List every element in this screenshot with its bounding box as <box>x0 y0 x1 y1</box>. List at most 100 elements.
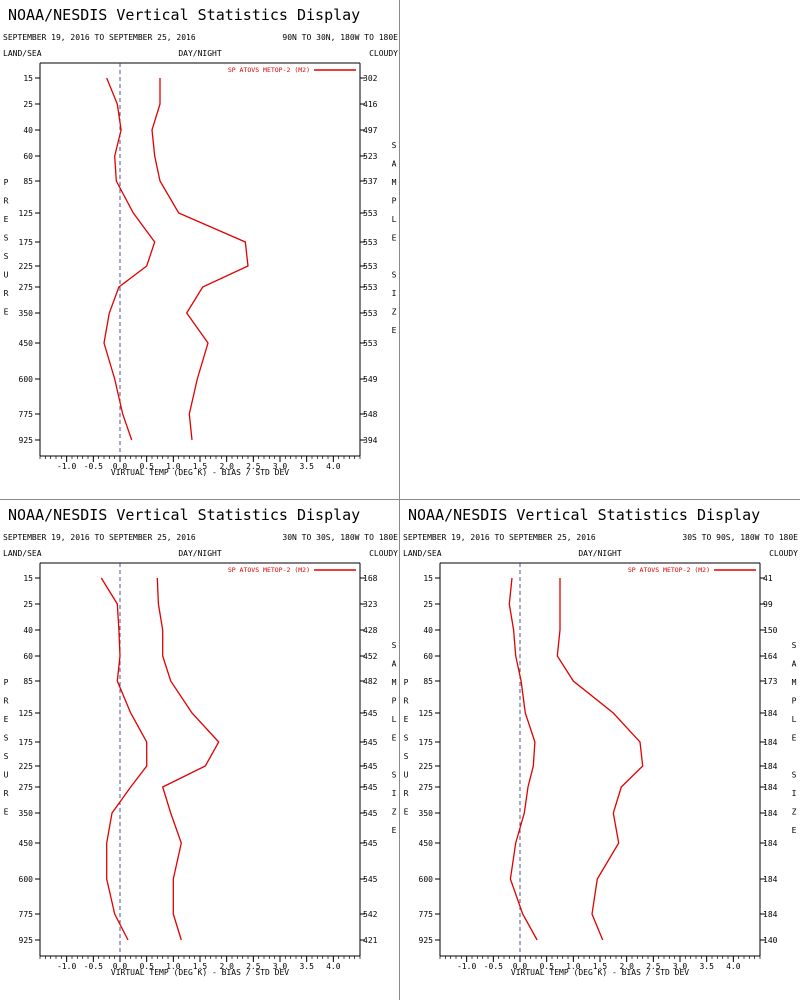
right-axis-label-letter: E <box>392 234 397 243</box>
right-axis-label-letter: P <box>392 197 397 206</box>
sample-size-label: 173 <box>763 677 778 686</box>
right-axis-label-letter: P <box>392 697 397 706</box>
vertical-divider <box>399 0 400 1000</box>
right-axis-label-letter: Z <box>392 808 397 817</box>
x-tick-label: 0.5 <box>539 962 554 971</box>
sample-size-label: 482 <box>363 677 378 686</box>
right-axis-label-letter: Z <box>392 308 397 317</box>
std-dev-line <box>156 577 220 941</box>
sample-size-label: 150 <box>763 626 778 635</box>
sample-size-label: 497 <box>363 126 378 135</box>
pressure-tick-label: 40 <box>23 126 33 135</box>
sample-size-label: 164 <box>763 652 778 661</box>
pressure-tick-label: 350 <box>19 309 34 318</box>
right-axis-label-letter: L <box>792 715 797 724</box>
right-axis-label-letter: M <box>792 678 797 687</box>
chart-svg: NOAA/NESDIS Vertical Statistics Display S… <box>3 6 398 477</box>
pressure-tick-label: 175 <box>19 738 34 747</box>
pressure-tick-label: 40 <box>23 626 33 635</box>
sample-size-label: 545 <box>363 762 378 771</box>
x-tick-label: 0.0 <box>113 462 128 471</box>
pressure-tick-label: 85 <box>23 177 33 186</box>
y-axis-label-letter: S <box>4 752 9 761</box>
pressure-tick-label: 25 <box>23 100 33 109</box>
pressure-tick-label: 125 <box>19 709 34 718</box>
x-tick-label: 3.0 <box>273 462 288 471</box>
y-axis-label-letter: R <box>404 789 409 798</box>
sample-size-label: 421 <box>363 936 378 945</box>
pressure-tick-label: 175 <box>19 238 34 247</box>
sample-size-label: 553 <box>363 339 378 348</box>
chart-title: NOAA/NESDIS Vertical Statistics Display <box>8 6 360 24</box>
sample-size-label: 545 <box>363 875 378 884</box>
pressure-tick-label: 600 <box>19 375 34 384</box>
pressure-tick-label: 225 <box>19 762 34 771</box>
chart-svg: NOAA/NESDIS Vertical Statistics Display S… <box>3 506 398 977</box>
right-axis-label-letter: L <box>392 715 397 724</box>
pressure-tick-label: 85 <box>23 677 33 686</box>
pressure-tick-label: 600 <box>419 875 434 884</box>
x-tick-label: 1.0 <box>166 962 181 971</box>
y-axis-label-letter: U <box>4 771 9 780</box>
x-tick-label: 1.0 <box>566 962 581 971</box>
sample-size-label: 168 <box>363 574 378 583</box>
pressure-tick-label: 15 <box>23 574 33 583</box>
legend-label: SP ATOVS METOP-2 (M2) <box>628 566 710 574</box>
pressure-tick-label: 225 <box>19 262 34 271</box>
std-dev-line <box>556 578 644 941</box>
x-tick-label: 0.0 <box>513 962 528 971</box>
std-dev-line <box>151 78 249 441</box>
cloudy-label: CLOUDY <box>769 549 798 558</box>
x-axis-label: VIRTUAL TEMP (DEG K) - BIAS / STD DEV <box>111 468 289 477</box>
y-axis-label-letter: E <box>404 715 409 724</box>
right-axis-label-letter: I <box>792 789 797 798</box>
pressure-tick-label: 60 <box>423 652 433 661</box>
sample-size-label: 452 <box>363 652 378 661</box>
horizontal-divider <box>0 499 800 500</box>
right-axis-label-letter: A <box>392 160 397 169</box>
right-axis-label-letter: P <box>792 697 797 706</box>
panel-tropics: NOAA/NESDIS Vertical Statistics Display S… <box>0 500 400 1000</box>
bias-line <box>508 577 538 941</box>
right-axis-label-letter: S <box>392 771 397 780</box>
sample-size-label: 323 <box>363 600 378 609</box>
y-axis-label-letter: S <box>404 734 409 743</box>
date-range: SEPTEMBER 19, 2016 TO SEPTEMBER 25, 2016 <box>3 533 196 542</box>
x-tick-label: 3.5 <box>299 462 314 471</box>
sample-size-label: 394 <box>363 436 378 445</box>
right-axis-label-letter: E <box>792 734 797 743</box>
chart-title: NOAA/NESDIS Vertical Statistics Display <box>8 506 360 524</box>
y-axis-label-letter: E <box>404 808 409 817</box>
y-axis-label-letter: U <box>4 271 9 280</box>
sample-size-label: 537 <box>363 177 378 186</box>
pressure-tick-label: 450 <box>19 839 34 848</box>
x-tick-label: 2.0 <box>219 462 234 471</box>
sample-size-label: 99 <box>763 600 773 609</box>
x-tick-label: -0.5 <box>484 962 503 971</box>
region-label: 90N TO 30N, 180W TO 180E <box>282 33 398 42</box>
cloudy-label: CLOUDY <box>369 549 398 558</box>
y-axis-label-letter: P <box>404 678 409 687</box>
sample-size-label: 542 <box>363 910 378 919</box>
sample-size-label: 302 <box>363 74 378 83</box>
right-axis-label-letter: E <box>392 734 397 743</box>
x-axis-label: VIRTUAL TEMP (DEG K) - BIAS / STD DEV <box>511 968 689 977</box>
y-axis-label-letter: E <box>4 308 9 317</box>
pressure-tick-label: 85 <box>423 677 433 686</box>
x-tick-label: 4.0 <box>726 962 741 971</box>
sample-size-label: 416 <box>363 100 378 109</box>
pressure-tick-label: 125 <box>19 209 34 218</box>
x-tick-label: 2.5 <box>246 962 261 971</box>
x-tick-label: 4.0 <box>326 462 341 471</box>
pressure-tick-label: 40 <box>423 626 433 635</box>
sample-size-label: 428 <box>363 626 378 635</box>
pressure-tick-label: 775 <box>19 910 34 919</box>
region-label: 30N TO 30S, 180W TO 180E <box>282 533 398 542</box>
sample-size-label: 140 <box>763 936 778 945</box>
x-tick-label: 3.5 <box>299 962 314 971</box>
sample-size-label: 553 <box>363 262 378 271</box>
sample-size-label: 549 <box>363 375 378 384</box>
bias-line <box>100 577 148 941</box>
x-axis-label: VIRTUAL TEMP (DEG K) - BIAS / STD DEV <box>111 968 289 977</box>
x-tick-label: 2.5 <box>646 962 661 971</box>
